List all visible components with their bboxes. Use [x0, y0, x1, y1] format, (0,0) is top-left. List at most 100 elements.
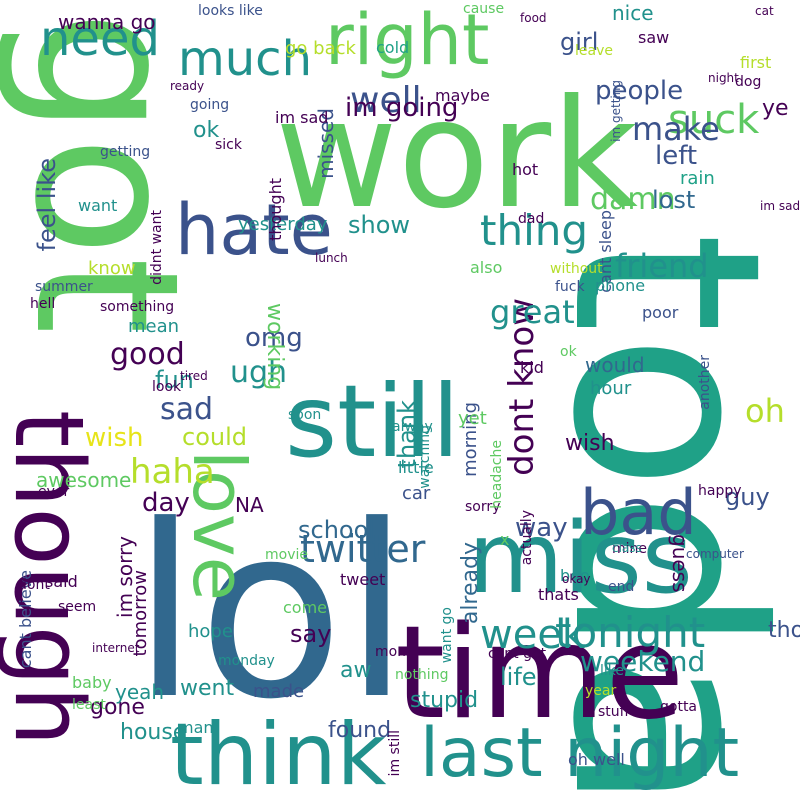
- word-car: car: [402, 483, 431, 504]
- word-x: x: [500, 530, 510, 549]
- word-baby: baby: [72, 673, 112, 692]
- word-want: want: [78, 196, 118, 215]
- word-without: without: [550, 261, 603, 277]
- word-looks-like: looks like: [198, 3, 263, 19]
- word-working: working: [262, 303, 287, 391]
- word-cant-get: cant get: [488, 646, 547, 662]
- word-lol: lol: [132, 475, 410, 752]
- word-gotta: gotta: [660, 699, 698, 715]
- word-guy: guy: [725, 483, 770, 511]
- word-right: right: [325, 0, 490, 81]
- word-yeah: yeah: [115, 680, 165, 704]
- word-happy: happy: [698, 483, 742, 499]
- word-yesterday: yesterday: [238, 214, 328, 235]
- word-class: class: [612, 541, 642, 555]
- word-oh: oh: [745, 392, 785, 430]
- word-thats: thats: [538, 585, 579, 604]
- word-need: need: [40, 11, 160, 67]
- word-wish-2: wish: [565, 431, 615, 456]
- word-way: way: [515, 513, 568, 543]
- word-tweet: tweet: [340, 570, 386, 589]
- word-mean: mean: [128, 316, 180, 337]
- word-headache: headache: [489, 440, 505, 509]
- word-stupid: stupid: [410, 688, 479, 713]
- word-house: house: [120, 720, 187, 745]
- word-food: food: [520, 11, 547, 25]
- word-na: NA: [235, 493, 264, 517]
- word-wanna-go: wanna go: [58, 10, 156, 34]
- word-twitter: twitter: [300, 527, 426, 571]
- word-guess: guess: [668, 534, 692, 593]
- word-movie: movie: [265, 547, 308, 563]
- word-friend: friend: [615, 247, 709, 285]
- word-miss: miss: [468, 502, 693, 616]
- word-work: work: [275, 68, 638, 242]
- word-didnt-want: didnt want: [149, 210, 165, 285]
- word-make: make: [632, 110, 720, 148]
- word-would: would: [585, 353, 645, 377]
- word-summer: summer: [35, 279, 93, 295]
- word-okay: okay: [562, 572, 591, 586]
- word-tired: tired: [180, 369, 208, 383]
- word-gone: gone: [90, 695, 145, 720]
- word-bad: bad: [580, 476, 697, 549]
- word-im-sad: im sad: [275, 108, 329, 127]
- word-people: people: [595, 76, 684, 106]
- word-thought: thought: [266, 178, 285, 241]
- word-thing: thing: [480, 206, 589, 255]
- word-actually: actually: [519, 510, 535, 566]
- word-internet: internet: [92, 641, 140, 655]
- word-maybe: maybe: [435, 86, 490, 105]
- word-alway: alway: [392, 419, 433, 435]
- word-end: end: [608, 579, 635, 595]
- word-mine: mine: [612, 541, 648, 557]
- word-already: already: [458, 542, 483, 625]
- word-sick: sick: [215, 137, 242, 153]
- word-know: know: [88, 258, 136, 279]
- word-another: another: [697, 355, 713, 410]
- word-rain: rain: [680, 168, 715, 189]
- word-last-night: last night: [420, 714, 740, 793]
- word-hope: hope: [188, 621, 233, 642]
- word-dad: dad: [518, 211, 545, 227]
- word-stuff: stuff: [598, 704, 630, 720]
- word-leave: leave: [575, 43, 613, 59]
- word-phone: phone: [595, 276, 646, 295]
- word-cause: cause: [463, 1, 505, 17]
- word-school: school: [298, 516, 375, 544]
- word-computer: computer: [686, 547, 744, 561]
- word-kid: kid: [520, 358, 544, 377]
- word-damn: damn: [590, 182, 676, 217]
- word-say: say: [290, 620, 332, 648]
- word-ye: ye: [762, 96, 789, 121]
- word-ugh: ugh: [230, 355, 288, 390]
- word-wish: wish: [85, 423, 144, 453]
- word-ok-2: ok: [560, 344, 577, 360]
- word-like: like: [600, 663, 625, 679]
- word-night: night: [708, 71, 739, 85]
- word-yet: yet: [458, 408, 487, 429]
- word-come: come: [283, 598, 328, 617]
- word-hour: hour: [590, 378, 632, 399]
- word-im-still: im still: [387, 730, 403, 777]
- word-mom: mom: [375, 644, 411, 660]
- word-haha: haha: [130, 452, 215, 492]
- word-nothing: nothing: [395, 667, 449, 683]
- word-aw: aw: [340, 658, 372, 683]
- word-want-go: want go: [439, 607, 455, 664]
- word-week: week: [480, 612, 586, 658]
- word-year: year: [585, 683, 617, 699]
- word-sad: sad: [160, 392, 214, 427]
- word-weekend: weekend: [580, 645, 706, 678]
- word-soon: soon: [288, 407, 322, 423]
- word-cat: cat: [755, 4, 774, 18]
- word-show: show: [348, 211, 411, 239]
- word-much: much: [178, 31, 312, 87]
- word-feel-like: feel like: [33, 158, 61, 252]
- word-poor: poor: [642, 303, 679, 322]
- word-little: little: [398, 458, 434, 477]
- word-great: great: [490, 293, 575, 331]
- word-ever: ever: [38, 484, 70, 500]
- word-omg: omg: [245, 323, 303, 353]
- word-well: well: [350, 80, 422, 121]
